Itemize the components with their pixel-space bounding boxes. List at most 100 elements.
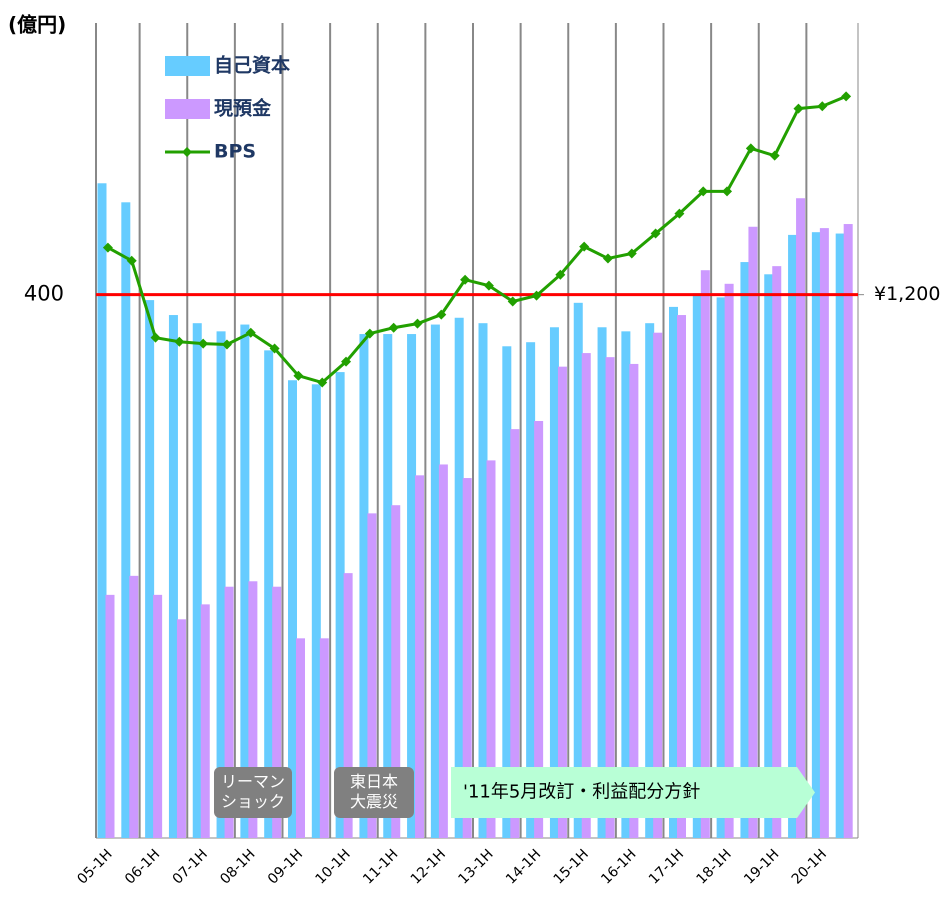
- bar: [359, 334, 369, 838]
- x-tick-label: 12-1H: [408, 846, 449, 887]
- line-marker: [341, 356, 352, 367]
- x-tick-label: 14-1H: [503, 846, 544, 887]
- bar: [343, 573, 353, 838]
- x-tick-label: 13-1H: [455, 846, 496, 887]
- bar: [97, 183, 107, 839]
- line-marker: [698, 186, 709, 197]
- x-tick-label: 05-1H: [74, 846, 115, 887]
- bar: [748, 226, 758, 838]
- legend-marker: [182, 147, 192, 157]
- bar: [383, 334, 393, 838]
- bar: [677, 315, 686, 839]
- bar: [168, 315, 178, 839]
- bar: [835, 233, 845, 838]
- line-marker: [293, 370, 304, 381]
- line-marker: [269, 343, 280, 354]
- annotation-box: [214, 767, 292, 818]
- annotation-text: 大震災: [350, 792, 398, 811]
- line-marker: [793, 103, 804, 114]
- bar: [224, 586, 234, 838]
- line-marker: [174, 336, 185, 347]
- annotation-text: リーマン: [221, 772, 285, 791]
- line-marker: [722, 186, 733, 197]
- x-tick-label: 15-1H: [551, 846, 592, 887]
- x-tick-label: 08-1H: [217, 846, 258, 887]
- bar: [700, 270, 710, 838]
- bar: [573, 302, 583, 839]
- line-marker: [674, 208, 685, 219]
- bar: [629, 363, 639, 838]
- bar: [772, 266, 782, 838]
- line-marker: [602, 253, 613, 264]
- bar: [557, 366, 567, 838]
- line-marker: [745, 143, 756, 154]
- bar: [105, 594, 115, 838]
- bar: [216, 331, 226, 838]
- bar: [510, 429, 520, 838]
- line-marker: [483, 280, 494, 291]
- bar: [621, 331, 631, 838]
- bar: [462, 478, 472, 838]
- bar: [740, 262, 750, 839]
- bar: [843, 224, 853, 839]
- bar: [272, 586, 282, 838]
- y-tick-label: 400: [24, 282, 64, 306]
- annotation-text: 東日本: [350, 772, 398, 791]
- bar: [367, 513, 377, 838]
- line-marker: [579, 241, 590, 252]
- line-marker: [126, 255, 137, 266]
- legend-label: 自己資本: [214, 54, 290, 77]
- bar: [430, 324, 440, 838]
- bar: [597, 327, 607, 838]
- legend-swatch: [165, 56, 210, 76]
- x-tick-label: 09-1H: [265, 846, 306, 887]
- line-marker: [245, 327, 256, 338]
- line-marker: [221, 339, 232, 350]
- x-tick-label: 19-1H: [741, 846, 782, 887]
- bar: [391, 505, 401, 838]
- bar: [549, 327, 559, 838]
- bar: [176, 619, 186, 838]
- bar: [796, 198, 806, 839]
- line-marker: [364, 328, 375, 339]
- bar: [200, 604, 210, 838]
- x-tick-label: 17-1H: [646, 846, 687, 887]
- bar: [248, 581, 258, 838]
- line-marker: [650, 228, 661, 239]
- bar: [296, 638, 305, 838]
- line-marker: [507, 296, 518, 307]
- line-marker: [460, 274, 471, 285]
- x-tick-label: 18-1H: [694, 846, 735, 887]
- bar: [534, 420, 544, 838]
- bar: [438, 464, 448, 838]
- annotation-text: ショック: [221, 792, 285, 811]
- bar: [692, 293, 702, 838]
- bar: [415, 475, 425, 838]
- line-marker: [436, 309, 447, 320]
- line-marker: [626, 248, 637, 259]
- bar: [407, 334, 417, 838]
- line-marker: [841, 91, 852, 102]
- annotation-box: [334, 767, 414, 818]
- y-axis-label: (億円): [8, 13, 66, 37]
- bar: [581, 353, 591, 838]
- line-marker: [769, 150, 780, 161]
- bar: [486, 460, 496, 838]
- bar: [811, 232, 821, 838]
- bar: [716, 297, 726, 839]
- line-marker: [198, 338, 209, 349]
- bar: [724, 283, 734, 838]
- bar: [788, 234, 798, 838]
- line-marker: [150, 332, 161, 343]
- line-marker: [412, 318, 423, 329]
- line-marker: [317, 377, 328, 388]
- bar: [669, 306, 678, 838]
- bar: [288, 380, 297, 838]
- x-tick-label: 11-1H: [360, 846, 401, 887]
- line-marker: [388, 322, 399, 333]
- bar: [311, 384, 321, 838]
- annotation-arrow: [451, 767, 815, 818]
- bar: [264, 350, 274, 838]
- bar: [319, 638, 329, 838]
